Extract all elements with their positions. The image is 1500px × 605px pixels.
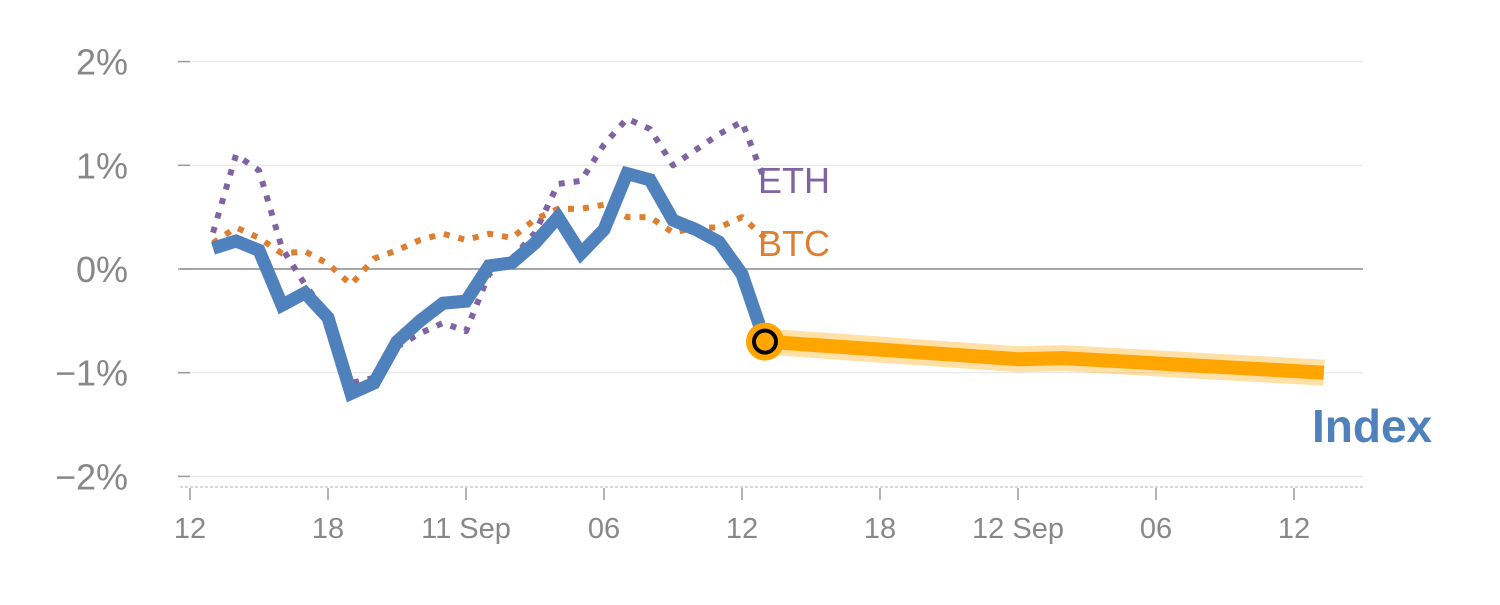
x-tick-label: 06 <box>1140 513 1172 545</box>
x-tick-label: 12 <box>174 513 206 545</box>
legend-index: Index <box>1312 400 1433 452</box>
forecast-line <box>764 334 1325 380</box>
x-tick-label: 11 Sep <box>421 513 511 545</box>
y-tick-label: 0% <box>76 249 128 290</box>
series-line-index <box>211 165 772 403</box>
y-tick-label: 1% <box>76 145 128 186</box>
y-tick-label: 2% <box>76 42 128 83</box>
legend-eth: ETH <box>758 160 830 201</box>
x-tick-label: 18 <box>864 513 896 545</box>
current-point-marker <box>752 328 778 355</box>
series-line-btc <box>211 201 768 288</box>
x-tick-label: 06 <box>588 513 620 545</box>
x-tick-label: 12 Sep <box>972 513 1064 545</box>
x-tick-label: 18 <box>312 513 344 545</box>
y-tick-label: −2% <box>55 456 128 497</box>
y-tick-label: −1% <box>55 353 128 394</box>
x-tick-label: 12 <box>726 513 758 545</box>
x-tick-label: 12 <box>1278 513 1310 545</box>
legend-btc: BTC <box>758 223 830 264</box>
